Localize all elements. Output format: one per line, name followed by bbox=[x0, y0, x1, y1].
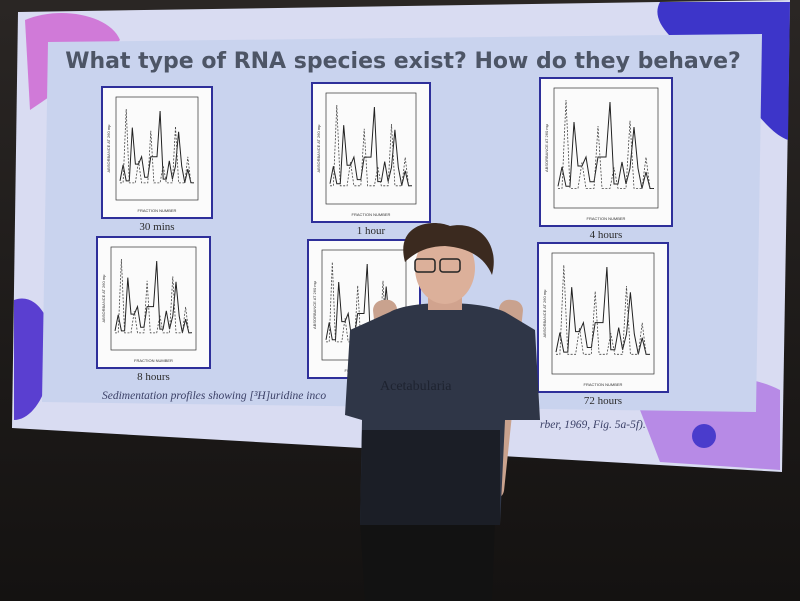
panel-label: 4 hours bbox=[590, 229, 623, 241]
profile-curve-dashed bbox=[556, 264, 650, 355]
y-axis-label: ABSORBANCE AT 260 mμ bbox=[544, 123, 549, 172]
y-axis-label: ABSORBANCE AT 260 mμ bbox=[316, 124, 321, 173]
plot-area bbox=[325, 92, 417, 205]
panel-label: 30 mins bbox=[139, 221, 174, 233]
shirt-projection-text: Acetabularia bbox=[380, 379, 452, 394]
x-axis-label: FRACTION NUMBER bbox=[587, 216, 626, 221]
plot-area bbox=[110, 246, 197, 351]
y-axis-label: ABSORBANCE AT 260 mμ bbox=[101, 274, 106, 323]
plot-area bbox=[553, 87, 659, 209]
person: Acetabularia bbox=[345, 223, 540, 601]
caption: Sedimentation profiles showing [³H]uridi… bbox=[102, 390, 326, 402]
y-axis-label: ABSORBANCE AT 260 mμ bbox=[312, 280, 317, 329]
plot-area bbox=[115, 96, 199, 201]
shirt-lower bbox=[360, 430, 500, 525]
profile-curve bbox=[119, 110, 194, 184]
hair bbox=[403, 223, 494, 275]
glasses bbox=[414, 258, 436, 273]
x-axis-label: FRACTION NUMBER bbox=[134, 358, 173, 363]
profile-curve-dashed bbox=[558, 99, 654, 189]
caption: rber, 1969, Fig. 5a-5f). bbox=[540, 419, 646, 431]
plot-area bbox=[551, 252, 655, 375]
profile-curve bbox=[114, 260, 192, 334]
figure-grid: FRACTION NUMBER ABSORBANCE AT 260 mμ 30 mi… bbox=[96, 77, 673, 407]
x-axis-label: FRACTION NUMBER bbox=[584, 382, 623, 387]
profile-curve bbox=[329, 106, 412, 187]
y-axis-label: ABSORBANCE AT 260 mμ bbox=[106, 124, 111, 173]
profile-curve bbox=[555, 266, 650, 355]
x-axis-label: FRACTION NUMBER bbox=[352, 212, 391, 217]
panel-label: 72 hours bbox=[584, 395, 622, 407]
slide-title: What type of RNA species exist? How do t… bbox=[65, 49, 741, 74]
panel-label: 8 hours bbox=[137, 371, 170, 383]
profile-curve-dashed bbox=[115, 258, 192, 334]
profile-curve bbox=[557, 101, 654, 189]
face bbox=[415, 232, 475, 304]
shorts bbox=[360, 520, 495, 601]
profile-curve-dashed bbox=[120, 108, 194, 184]
glasses bbox=[439, 258, 461, 273]
blob bbox=[692, 424, 716, 448]
profile-curve-dashed bbox=[330, 104, 412, 187]
y-axis-label: ABSORBANCE AT 260 mμ bbox=[542, 289, 547, 338]
x-axis-label: FRACTION NUMBER bbox=[138, 208, 177, 213]
panel-label: 1 hour bbox=[357, 225, 386, 237]
